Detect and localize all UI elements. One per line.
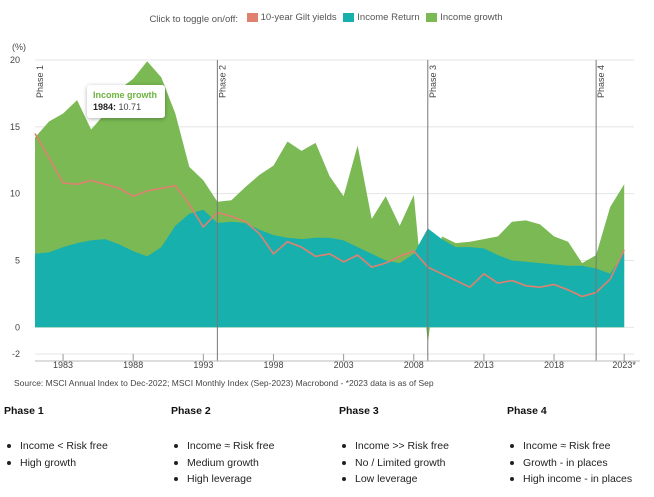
x-tick-label: 2013 <box>474 360 494 370</box>
x-tick-label: 2003 <box>334 360 354 370</box>
legend-swatch-gilt <box>246 13 258 22</box>
y-tick-label: 5 <box>15 255 20 265</box>
phase-bullet-list: Income ≈ Risk free Growth - in places Hi… <box>507 438 654 488</box>
tooltip-value: 10.71 <box>118 102 142 112</box>
x-axis-ticks: 1983 1988 1993 1998 2003 2008 2013 2018 2023* <box>53 354 636 370</box>
phase-bullet-list: Income >> Risk free No / Limited growth … <box>339 438 499 488</box>
phase-bullet: High income - in places <box>507 471 654 488</box>
phase-bullet: Income ≈ Risk free <box>171 438 331 455</box>
phase-bullet: Low leverage <box>339 471 499 488</box>
legend-item-gilt-yields[interactable]: 10-year Gilt yields <box>246 12 337 23</box>
phase-marker-label: Phase 2 <box>217 65 227 98</box>
phase-title: Phase 4 <box>507 405 547 417</box>
phase-bullet: Growth - in places <box>507 455 654 472</box>
phase-bullet: Income ≈ Risk free <box>507 438 654 455</box>
line-10-year-gilt-yields <box>34 133 625 298</box>
tooltip-title: Income growth <box>93 90 158 100</box>
phase-bullet-list: Income < Risk free High growth <box>4 438 164 471</box>
y-axis-unit: (%) <box>12 42 26 52</box>
phase-bullet: High growth <box>4 455 164 472</box>
chart-tooltip: Income growth 1984: 10.71 <box>87 85 165 118</box>
phase-bullet-list: Income ≈ Risk free Medium growth High le… <box>171 438 331 488</box>
phase-bullet: High leverage <box>171 471 331 488</box>
y-tick-label: 15 <box>10 122 20 132</box>
x-tick-label: 2018 <box>544 360 564 370</box>
y-tick-label: 0 <box>15 322 20 332</box>
legend-prompt: Click to toggle on/off: <box>149 14 238 25</box>
phase-title: Phase 1 <box>4 405 44 417</box>
legend-swatch-income-return <box>343 13 355 22</box>
phase-block-4: Phase 4 Income ≈ Risk free Growth - in p… <box>507 405 654 488</box>
x-tick-label: 2008 <box>404 360 424 370</box>
legend-item-income-return[interactable]: Income Return <box>343 12 420 23</box>
legend-item-income-growth[interactable]: Income growth <box>426 12 503 23</box>
series-areas <box>35 61 625 344</box>
phase-title: Phase 3 <box>339 405 379 417</box>
phase-marker-label: Phase 4 <box>596 65 606 98</box>
x-tick-label: 1993 <box>193 360 213 370</box>
series-lines <box>34 133 625 298</box>
y-tick-label: -2 <box>12 349 20 359</box>
legend-label-income-return: Income Return <box>357 12 420 23</box>
area-income-return <box>35 209 625 328</box>
phase-title: Phase 2 <box>171 405 211 417</box>
y-tick-label: 10 <box>10 189 20 199</box>
source-note: Source: MSCI Annual Index to Dec-2022; M… <box>14 378 434 388</box>
phase-bullet: Income >> Risk free <box>339 438 499 455</box>
phase-block-2: Phase 2 Income ≈ Risk free Medium growth… <box>171 405 331 488</box>
legend-label-income-growth: Income growth <box>440 12 503 23</box>
x-tick-label: 1988 <box>123 360 143 370</box>
x-tick-label: 1983 <box>53 360 73 370</box>
phase-markers: Phase 1 Phase 2 Phase 3 Phase 4 <box>35 60 606 361</box>
phase-block-3: Phase 3 Income >> Risk free No / Limited… <box>339 405 499 488</box>
phase-marker-label: Phase 3 <box>428 65 438 98</box>
tooltip-year: 1984: <box>93 102 117 112</box>
chart-legend: Click to toggle on/off: 10-year Gilt yie… <box>0 12 654 25</box>
y-axis-ticks: 20 15 10 5 0 -2 <box>10 55 20 359</box>
phase-bullet: Income < Risk free <box>4 438 164 455</box>
legend-label-gilt: 10-year Gilt yields <box>260 12 337 23</box>
phase-bullet: No / Limited growth <box>339 455 499 472</box>
y-tick-label: 20 <box>10 55 20 65</box>
legend-swatch-income-growth <box>426 13 438 22</box>
x-tick-label: 1998 <box>263 360 283 370</box>
phase-bullet: Medium growth <box>171 455 331 472</box>
phase-block-1: Phase 1 Income < Risk free High growth <box>4 405 164 471</box>
x-tick-label: 2023* <box>612 360 636 370</box>
phase-marker-label: Phase 1 <box>35 65 45 98</box>
